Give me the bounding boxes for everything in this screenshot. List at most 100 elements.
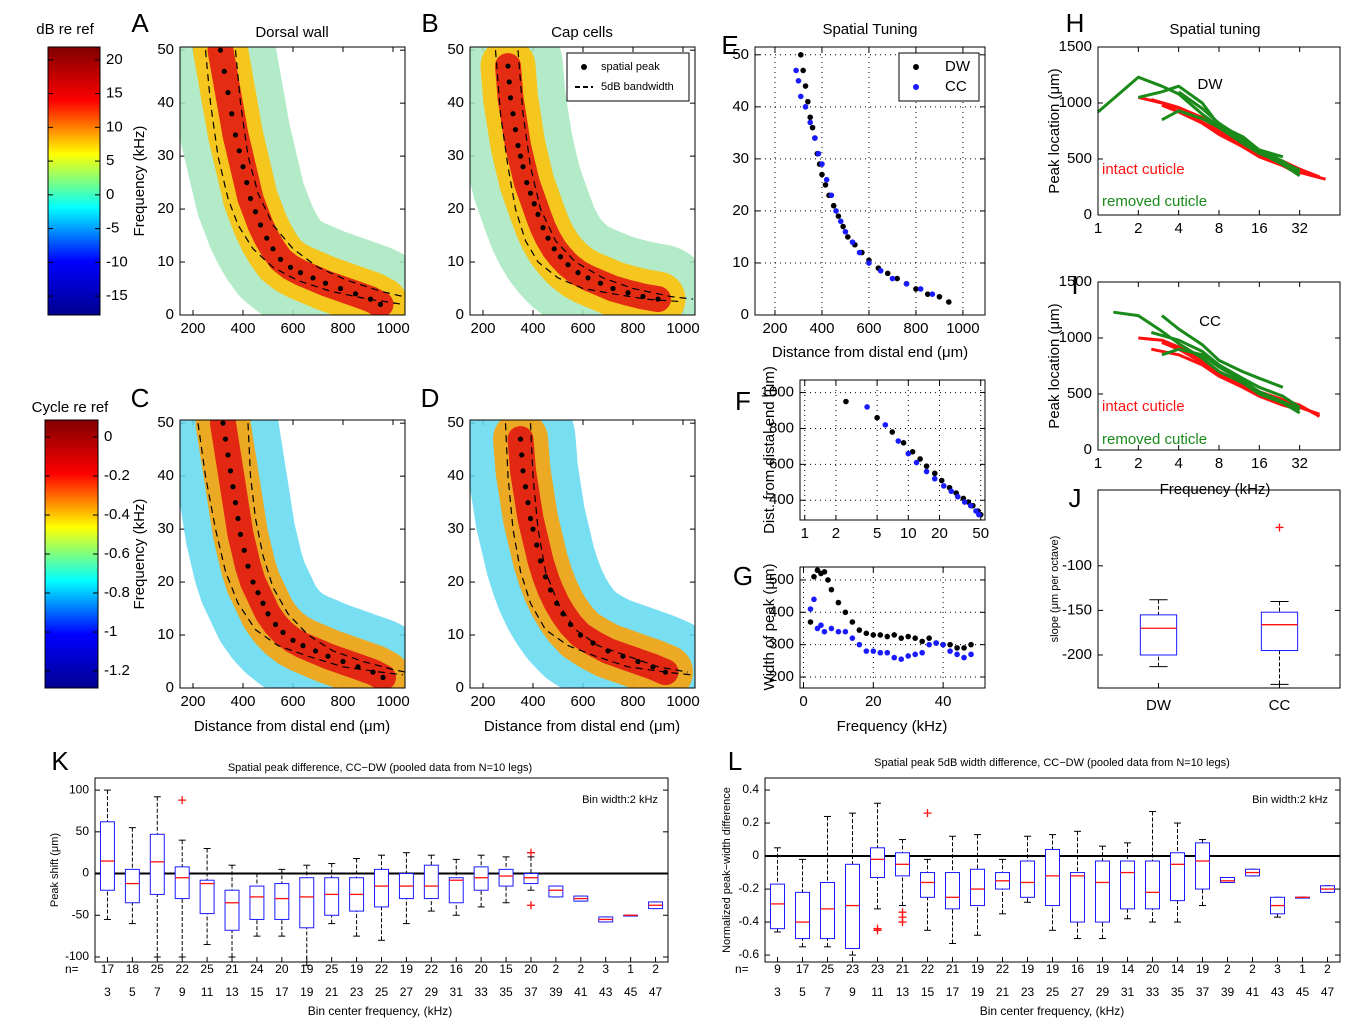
peak-dot [565,262,571,268]
x-tick-label: 16 [1251,220,1268,237]
plot-frame [469,419,696,689]
box [299,877,315,929]
peak-dot [221,68,227,74]
y-tick-label: 30 [157,520,174,537]
y-tick-label: 600 [769,455,794,472]
y-tick-label: 50 [157,414,174,431]
y-tick-label: 20 [447,200,464,217]
x-tick-label: 29 [1096,985,1110,999]
scatter-point [947,648,953,654]
x-tick-label: 400 [230,693,255,710]
box [1260,611,1299,652]
x-tick-label: 5 [799,985,806,999]
scatter-point [961,499,968,505]
x-tick-label: 21 [325,985,339,999]
x-tick-label: 37 [1196,985,1210,999]
colorbar-tick-label: -0.4 [104,506,130,523]
y-tick-label: 40 [447,94,464,111]
x-tick-label: 27 [1071,985,1085,999]
scatter-point [863,648,870,654]
y-tick-label: 300 [769,636,794,653]
scatter-point [811,573,817,580]
legend-label: CC [945,78,967,95]
scatter-point [926,641,932,648]
count-label: 19 [1021,962,1035,976]
y-tick-label: 50 [157,41,174,58]
x-tick-label: 15 [921,985,935,999]
x-tick-label: 200 [180,693,205,710]
peak-dot [245,563,251,569]
x-tick-label: 3 [104,985,111,999]
bandwidth-line [517,50,694,300]
x-tick-label: 600 [856,320,881,337]
count-label: 22 [996,962,1010,976]
scatter-point [903,280,910,287]
scatter-point [889,275,896,282]
x-tick-label: 15 [250,985,264,999]
peak-dot [590,640,596,646]
x-tick-label: 33 [1146,985,1160,999]
x-axis-label: Distance from distal end (μm) [194,718,390,735]
x-tick-label: 25 [1046,985,1060,999]
x-tick-label: 27 [400,985,414,999]
panel-letter: E [721,30,738,60]
peak-dot [229,111,235,117]
peak-dot [545,235,551,241]
peak-dot [312,648,319,654]
x-tick-label: 1000 [946,320,979,337]
x-tick-label: 31 [450,985,464,999]
y-axis-label: Peak location (μm) [1046,303,1063,428]
y-tick-label: 800 [769,419,794,436]
scatter-point [912,635,918,641]
peak-dot [235,515,241,522]
x-tick-label: 41 [574,985,588,999]
x-tick-label: 17 [275,985,289,999]
bandwidth-line [504,423,691,676]
scatter-point [938,477,945,484]
scatter-point [884,633,891,640]
scatter-point [849,239,856,245]
box [99,821,115,891]
bandwidth-line [234,50,404,298]
scatter-point [884,270,891,277]
peak-dot [507,95,514,101]
scatter-point [954,645,960,651]
count-label: 23 [871,962,885,976]
peak-dot [232,132,239,138]
scatter-point [818,622,824,629]
x-tick-label: 47 [1321,985,1335,999]
y-tick-label: 500 [1067,150,1092,167]
box [795,891,810,940]
y-axis-label: Frequency (kHz) [131,126,148,237]
y-tick-label: 0 [752,848,759,862]
count-label: 22 [425,962,439,976]
scatter-point [891,654,898,661]
box [970,868,985,907]
count-label: 16 [450,962,464,976]
scatter-point [811,596,817,603]
x-tick-label: 35 [1171,985,1185,999]
scatter-point [926,635,932,641]
peak-dot [506,79,512,85]
colorbar-label: Cycle re ref [32,399,110,416]
x-tick-label: 400 [230,320,255,337]
x-tick-label: 19 [300,985,314,999]
colorbar-label: dB re ref [36,21,94,38]
plot-frame [179,419,406,689]
peak-dot [517,436,524,442]
y-tick-label: 30 [447,520,464,537]
scatter-point [933,640,939,646]
x-tick-label: 600 [570,320,595,337]
heat-band [210,420,396,688]
peak-dot [322,280,329,286]
peak-dot [519,452,525,458]
y-tick-label: 20 [157,200,174,217]
peak-dot [250,579,256,585]
box [1020,860,1035,898]
peak-dot [530,526,536,532]
x-tick-label: 3 [774,985,781,999]
scatter-point [874,414,880,421]
x-tick-label: 19 [971,985,985,999]
y-tick-label: 50 [447,414,464,431]
scatter-point [900,440,907,446]
